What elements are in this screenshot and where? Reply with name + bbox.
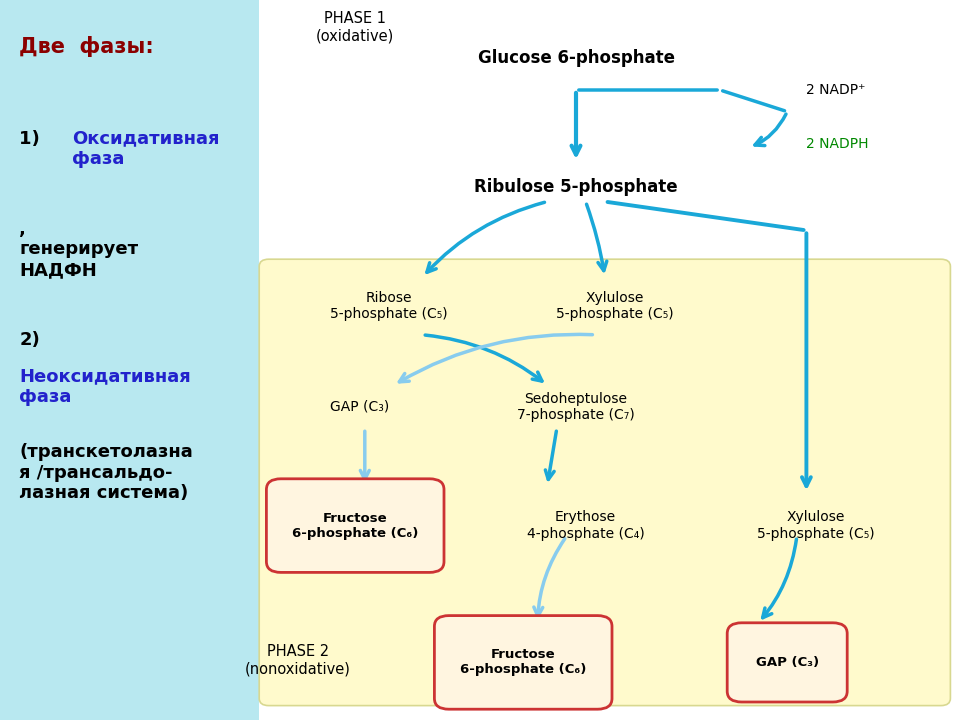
Text: (транскетолазна
я /трансальдо-
лазная система): (транскетолазна я /трансальдо- лазная си… <box>19 443 193 503</box>
Text: 2): 2) <box>19 331 40 349</box>
Bar <box>259 0 960 720</box>
Text: GAP (C₃): GAP (C₃) <box>756 656 819 669</box>
FancyBboxPatch shape <box>266 479 444 572</box>
Text: ,
генерирует
НАДФН: , генерирует НАДФН <box>19 220 138 279</box>
Text: 2 NADPH: 2 NADPH <box>806 137 869 151</box>
Text: Glucose 6-phosphate: Glucose 6-phosphate <box>477 49 675 67</box>
Text: Erythose
4-phosphate (C₄): Erythose 4-phosphate (C₄) <box>527 510 644 541</box>
Text: Ribulose 5-phosphate: Ribulose 5-phosphate <box>474 179 678 197</box>
Text: Оксидативная
фаза: Оксидативная фаза <box>72 130 220 168</box>
Text: Sedoheptulose
7-phosphate (C₇): Sedoheptulose 7-phosphate (C₇) <box>517 392 635 422</box>
Text: 2 NADP⁺: 2 NADP⁺ <box>806 83 866 97</box>
Text: Две  фазы:: Две фазы: <box>19 36 154 57</box>
Text: GAP (C₃): GAP (C₃) <box>330 400 390 414</box>
Bar <box>0 0 259 720</box>
Text: Xylulose
5-phosphate (C₅): Xylulose 5-phosphate (C₅) <box>757 510 875 541</box>
FancyBboxPatch shape <box>259 259 950 706</box>
Text: Fructose
6-phosphate (C₆): Fructose 6-phosphate (C₆) <box>292 512 419 539</box>
Text: Fructose
6-phosphate (C₆): Fructose 6-phosphate (C₆) <box>460 649 587 676</box>
Text: PHASE 2
(nonoxidative): PHASE 2 (nonoxidative) <box>245 644 350 677</box>
Text: PHASE 1
(oxidative): PHASE 1 (oxidative) <box>316 11 395 43</box>
Text: Xylulose
5-phosphate (C₅): Xylulose 5-phosphate (C₅) <box>556 291 673 321</box>
FancyBboxPatch shape <box>434 616 612 709</box>
Text: Ribose
5-phosphate (C₅): Ribose 5-phosphate (C₅) <box>330 291 447 321</box>
Text: 1): 1) <box>19 130 46 148</box>
FancyBboxPatch shape <box>728 623 847 702</box>
Text: Неоксидативная
фаза: Неоксидативная фаза <box>19 367 191 406</box>
